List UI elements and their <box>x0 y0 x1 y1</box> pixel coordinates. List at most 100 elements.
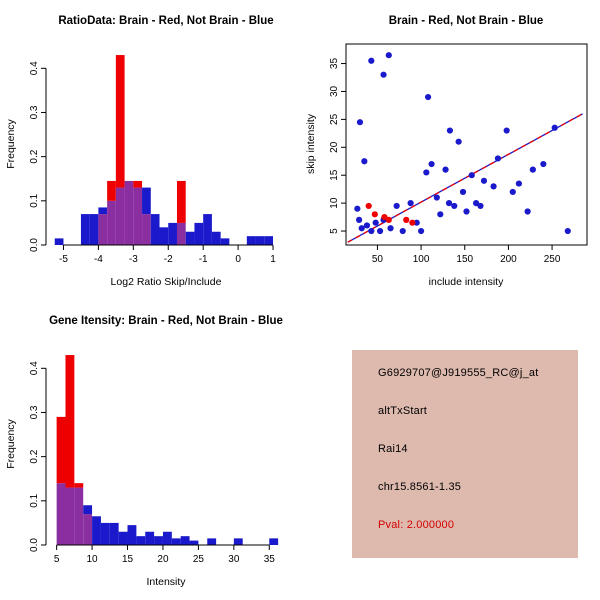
hist-bar-segment <box>107 180 116 201</box>
hist-bar-segment <box>246 236 256 245</box>
y-tick-label: 5 <box>329 228 340 234</box>
scatter-point-not-brain <box>446 127 454 134</box>
x-tick-label: 10 <box>87 554 99 565</box>
x-tick-label: 50 <box>372 254 384 265</box>
scatter-point-not-brain <box>551 124 558 131</box>
hist-bar-segment <box>133 180 143 188</box>
x-tick-label: -3 <box>129 254 138 265</box>
gene-symbol: Rai14 <box>378 443 408 455</box>
hist-bar-segment <box>115 55 125 188</box>
scatter-point-not-brain <box>413 219 420 226</box>
scatter-point-not-brain <box>428 160 435 168</box>
scatter-point-not-brain <box>393 202 400 210</box>
y-tick-label: 0.0 <box>29 538 40 552</box>
y-axis-label: Frequency <box>5 418 17 468</box>
x-tick-label: -2 <box>164 254 173 265</box>
scatter-point-not-brain <box>376 227 384 235</box>
scatter-point-not-brain <box>417 227 425 235</box>
scatter-point-brain <box>385 216 392 223</box>
scatter-point-not-brain <box>494 155 502 162</box>
x-tick-label: 35 <box>264 554 276 565</box>
scatter-point-not-brain <box>442 166 449 173</box>
hist-bar-segment <box>127 525 137 545</box>
hist-bar-segment <box>180 536 190 545</box>
hist-bar-segment <box>264 236 274 245</box>
hist-bar-segment <box>171 538 181 545</box>
hist-bar-segment <box>65 487 75 545</box>
y-tick-label: 0.0 <box>29 238 40 252</box>
x-axis-label: include intensity <box>429 276 504 288</box>
hist-bar-segment <box>118 531 128 545</box>
x-tick-label: 5 <box>54 554 60 565</box>
hist-bar-segment <box>107 200 116 245</box>
y-tick-label: 25 <box>329 113 340 125</box>
y-axis-label: skip intensity <box>305 113 317 174</box>
scatter-point-not-brain <box>387 225 394 232</box>
y-tick-label: 20 <box>329 141 340 153</box>
x-tick-label: 1 <box>270 254 276 265</box>
y-tick-label: 0.2 <box>29 449 40 463</box>
hist-bar-segment <box>255 236 265 245</box>
scatter-point-not-brain <box>524 208 531 215</box>
gene-intensity-histogram-chart: Gene Itensity: Brain - Red, Not Brain - … <box>5 315 283 588</box>
scatter-point-brain <box>371 211 378 218</box>
hist-bar-segment <box>136 536 146 545</box>
plot-box <box>345 43 588 246</box>
scatter-point-not-brain <box>445 200 453 207</box>
scatter-point-not-brain <box>503 127 510 134</box>
x-tick-label: 150 <box>456 254 473 265</box>
scatter-point-not-brain <box>380 71 387 78</box>
hist-bar-segment <box>220 238 230 245</box>
hist-bar-segment <box>176 222 186 245</box>
scatter-point-not-brain <box>480 177 488 184</box>
x-axis-label: Log2 Ratio Skip/Include <box>111 276 222 288</box>
hist-bar-segment <box>203 214 212 245</box>
scatter-point-not-brain <box>385 52 392 59</box>
genomic-location: chr15.8561-1.35 <box>378 481 462 493</box>
scatter-point-not-brain <box>437 211 444 218</box>
x-tick-label: -5 <box>59 254 68 265</box>
hist-bar-segment <box>176 180 186 223</box>
hist-bar-segment <box>109 522 119 545</box>
hist-bar-segment <box>150 214 160 245</box>
scatter-point-not-brain <box>423 169 430 176</box>
hist-bar-segment <box>142 187 151 215</box>
y-axis-label: Frequency <box>5 118 17 168</box>
scatter-point-not-brain <box>399 227 406 235</box>
pval-text: Pval: 2.000000 <box>378 519 455 531</box>
hist-bar-segment <box>145 531 155 545</box>
hist-bar-segment <box>185 231 195 245</box>
y-tick-label: 30 <box>329 85 340 97</box>
scatter-point-not-brain <box>477 202 484 210</box>
x-tick-label: 0 <box>235 254 241 265</box>
scatter-point-not-brain <box>358 225 365 232</box>
scatter-point-not-brain <box>433 194 440 201</box>
hist-bar-segment <box>65 355 75 488</box>
hist-bar-segment <box>207 538 217 545</box>
scatter-point-not-brain <box>361 158 368 165</box>
hist-bar-segment <box>98 207 108 215</box>
scatter-point-not-brain <box>540 160 547 168</box>
scatter-point-not-brain <box>463 208 470 215</box>
hist-bar-segment <box>56 416 66 484</box>
hist-bar-segment <box>133 187 143 245</box>
x-tick-label: -1 <box>199 254 208 265</box>
scatter-point-brain <box>365 202 372 210</box>
scatter-point-not-brain <box>459 188 467 196</box>
y-tick-label: 10 <box>329 197 340 209</box>
hist-bar-segment <box>211 231 221 245</box>
panel-event-info: G6929707@J919555_RC@j_at altTxStart Rai1… <box>300 300 600 600</box>
scatter-point-not-brain <box>515 180 522 187</box>
x-tick-label: 25 <box>193 554 205 565</box>
hist-bar-segment <box>83 514 93 545</box>
hist-bar-segment <box>80 214 90 245</box>
ratio-histogram-chart: RatioData: Brain - Red, Not Brain - Blue… <box>5 15 276 288</box>
hist-bar-segment <box>154 536 163 545</box>
x-tick-label: 15 <box>122 554 134 565</box>
scatter-point-not-brain <box>355 216 363 223</box>
hist-bar-segment <box>100 522 110 545</box>
y-tick-label: 0.1 <box>29 493 40 507</box>
y-tick-label: 0.4 <box>29 361 40 375</box>
y-tick-label: 35 <box>329 58 340 70</box>
